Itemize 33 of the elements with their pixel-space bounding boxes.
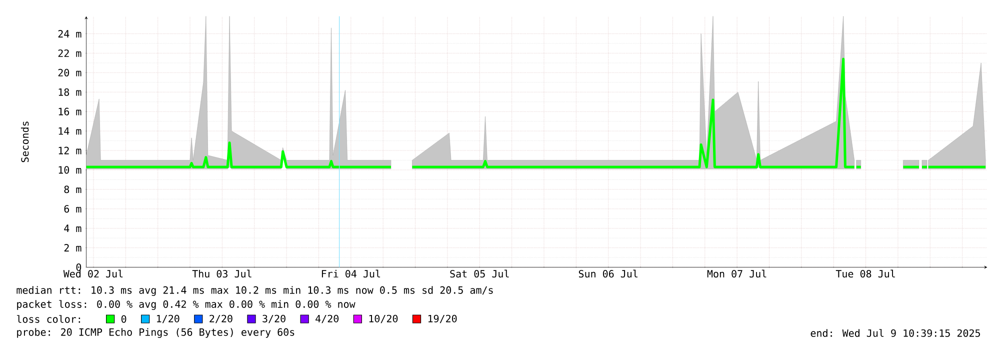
y-tick-label: 22 m bbox=[58, 49, 82, 57]
y-tick-label: 10 m bbox=[58, 166, 82, 174]
x-tick-label: Tue 08 Jul bbox=[836, 270, 895, 278]
legend-label: 19/20 bbox=[428, 314, 457, 324]
legend-label: 2/20 bbox=[210, 314, 232, 324]
legend-title: loss color: bbox=[16, 315, 80, 323]
text: end: Wed Jul 9 10:39:15 2025 bbox=[810, 329, 980, 337]
y-tick-label: 2 m bbox=[64, 244, 82, 252]
legend-label: 1/20 bbox=[157, 314, 180, 324]
legend-label: 3/20 bbox=[262, 314, 286, 324]
legend-label: 4/20 bbox=[316, 314, 338, 324]
x-tick-label: Thu 03 Jul bbox=[192, 270, 252, 278]
x-tick-label: Sun 06 Jul bbox=[578, 270, 638, 278]
y-tick-label: 6 m bbox=[64, 205, 82, 213]
y-tick-label: 16 m bbox=[58, 108, 82, 116]
y-axis-title: Seconds bbox=[20, 122, 29, 162]
x-tick-label: Wed 02 Jul bbox=[63, 270, 123, 278]
text: packet loss: 0.00 % avg 0.42 % max 0.00 % min 0.00 % now bbox=[17, 300, 356, 310]
x-tick-label: Sat 05 Jul bbox=[450, 270, 509, 278]
y-tick-label: 8 m bbox=[64, 186, 82, 194]
y-tick-label: 4 m bbox=[64, 224, 82, 232]
y-tick-label: 24 m bbox=[58, 30, 82, 38]
legend-label: 10/20 bbox=[369, 314, 398, 324]
y-tick-label: 18 m bbox=[58, 88, 82, 96]
y-tick-label: 14 m bbox=[58, 127, 82, 135]
x-tick-label: Fri 04 Jul bbox=[322, 270, 380, 278]
y-tick-label: 12 m bbox=[58, 146, 82, 154]
text: probe: 20 ICMP Echo Pings (56 Bytes) every 60s bbox=[17, 328, 294, 338]
x-tick-label: Mon 07 Jul bbox=[707, 270, 766, 278]
legend-label: 0 bbox=[121, 315, 126, 323]
y-tick-label: 0 bbox=[76, 263, 82, 272]
y-tick-label: 20 m bbox=[58, 68, 82, 76]
text: median rtt: 10.3 ms avg 21.4 ms max 10.2 ms min 10.3 ms now 0.5 ms sd 20.5 am/s bbox=[16, 286, 493, 296]
